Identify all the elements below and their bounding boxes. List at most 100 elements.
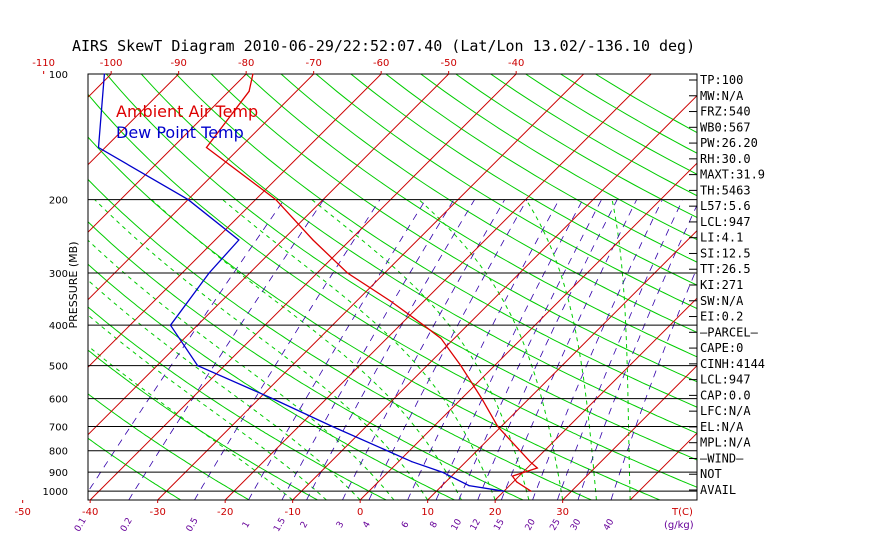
mixing-ratio-label: 12 [469,518,483,533]
dry-adiabat [350,74,697,286]
mixing-ratio-label: 15 [492,518,506,533]
dewpoint-temp-point [441,471,443,473]
bottom-temp-tick-label: 0 [357,507,363,518]
index-label: MAXT:31.9 [700,168,765,182]
plot-area: 1002003004005006007008009001000-120-110-… [14,58,698,534]
dry-adiabat [315,74,697,310]
index-label: CINH:4144 [700,357,765,371]
mixing-ratio-label: 0.5 [185,516,201,533]
mixing-ratio-label: 0.1 [73,516,89,533]
mixing-ratio-line [306,199,475,500]
dry-adiabat [88,221,524,500]
index-label: SI:12.5 [700,246,751,260]
index-label: LCL:947 [700,373,751,387]
isotherm [427,229,697,500]
dewpoint-temp-point [331,425,333,428]
mixing-ratio-label: 20 [524,517,539,532]
top-temp-tick-label: -80 [238,58,254,69]
top-temp-tick-label: -50 [440,58,456,69]
ambient-temp-point [481,398,483,400]
index-label: EI:0.2 [700,310,743,324]
mixing-ratio-line [458,199,602,500]
index-label: TH:5463 [700,183,751,197]
mixing-ratio-label: 0.2 [119,516,135,533]
bottom-temp-tick-label: -50 [14,507,30,518]
dewpoint-temp-point [271,398,274,400]
dry-adiabat [88,437,181,500]
top-temp-tick-label: -40 [508,58,524,69]
bottom-temp-tick-label: -30 [149,507,165,518]
dewpoint-temp-point [197,365,199,367]
index-label: LI:4.1 [700,231,743,245]
isotherm [562,364,697,500]
mixing-ratio-line [342,199,506,500]
index-label: KI:271 [700,278,743,292]
moist-adiabat [88,239,395,500]
isotherm [157,74,585,500]
pressure-tick-label: 800 [49,447,68,458]
index-label: L57:5.6 [700,199,751,213]
mixing-ratio-line [248,199,427,500]
dry-adiabat [210,74,697,383]
bottom-temp-tick-label: -10 [284,507,300,518]
index-label: LCL:947 [700,215,751,229]
index-label: FRZ:540 [700,105,751,119]
dry-adiabat [88,136,661,500]
ambient-temp-point [275,199,277,201]
isotherm [359,162,697,500]
index-label: EL:N/A [700,420,744,434]
ambient-temp-point [312,239,314,241]
isotherm [88,74,315,301]
index-label: CAP:0.0 [700,388,751,402]
mixing-ratio-line [577,204,697,500]
mixing-ratio-line [477,199,618,500]
index-label: CAPE:0 [700,341,743,355]
pressure-tick-label: 700 [49,423,68,434]
mixing-ratio-label: 8 [429,520,441,530]
moist-adiabat [222,199,496,500]
dry-adiabat [525,74,697,175]
top-temp-tick-label: -60 [373,58,389,69]
mixing-ratio-unit: (g/kg) [664,520,694,531]
ambient-temp-point [529,461,531,463]
legend: Ambient Air Temp Dew Point Temp [116,102,258,142]
moist-adiabat [611,199,631,500]
dry-adiabat [88,93,697,488]
isotherm [88,74,450,436]
dry-adiabat [280,74,697,333]
bottom-temp-tick-label: -40 [82,507,98,518]
top-temp-tick-label: -70 [305,58,321,69]
mixing-ratio-label: 10 [450,517,465,532]
index-label: TP:100 [700,73,743,87]
ambient-temp-point [440,337,442,339]
mixing-ratio-line [194,199,381,500]
top-temp-tick-label: -110 [32,58,55,69]
pressure-tick-label: 100 [49,70,68,81]
ambient-temp-point [511,475,513,477]
top-temp-tick-label: -90 [170,58,186,69]
dewpoint-temp-point [411,461,413,463]
ambient-temp-point [346,272,349,274]
index-label: LFC:N/A [700,404,751,418]
isotherm [89,74,517,500]
index-label: MPL:N/A [700,436,751,450]
bottom-temp-tick-label: -20 [217,507,233,518]
ambient-temp-point [389,300,391,302]
pressure-tick-label: 500 [49,362,68,373]
moist-adiabat [88,345,294,500]
mixing-ratio-line [368,199,528,500]
mixing-ratio-line [532,199,663,500]
mixing-ratio-label: 1 [241,520,253,530]
legend-ambient-label: Ambient Air Temp [116,102,258,121]
y-axis-label: PRESSURE (MB) [67,242,80,329]
moist-adiabat [94,199,429,500]
moist-adiabat [88,279,361,500]
isotherm [494,297,697,500]
mixing-ratio-line [128,199,325,500]
ambient-temp-point [460,365,462,367]
dry-adiabat [88,349,318,500]
plot-frame [87,73,698,501]
mixing-ratio-label: 2 [299,520,311,530]
mixing-ratio-line [610,266,697,500]
